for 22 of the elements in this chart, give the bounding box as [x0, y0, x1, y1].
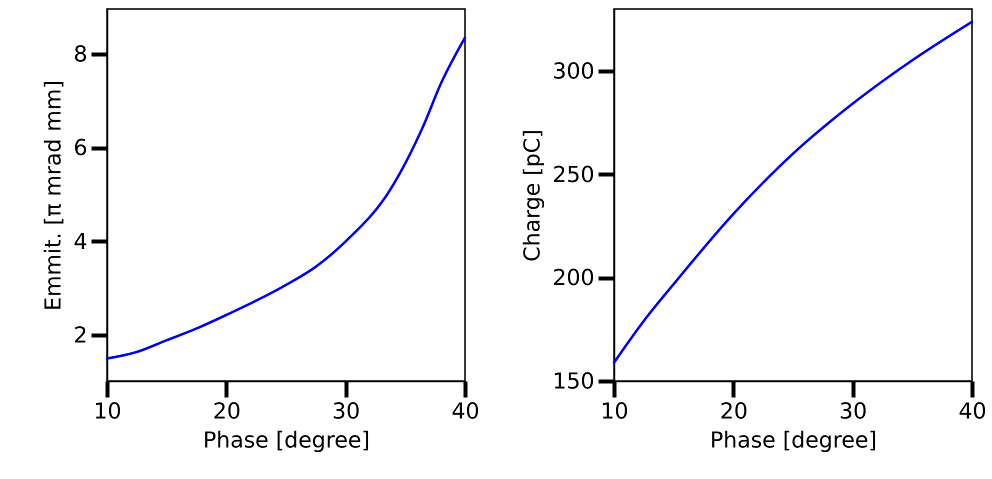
- y-tick-label: 6: [74, 136, 88, 162]
- y-tick-label: 2: [74, 324, 88, 349]
- y-tick-label: 300: [552, 60, 594, 84]
- y-tick-label: 8: [74, 42, 88, 68]
- x-tick-label: 10: [94, 400, 122, 424]
- x-tick-label: 30: [839, 400, 868, 424]
- y-axis-title: Emmit. [π mrad mm]: [42, 80, 67, 311]
- x-axis-title: Phase [degree]: [203, 428, 370, 454]
- y-tick-label: 200: [552, 266, 594, 292]
- x-axis-title: Phase [degree]: [710, 428, 877, 454]
- line-series: [612, 20, 974, 364]
- y-tick-label: 250: [552, 162, 594, 188]
- x-tick-label: 40: [958, 400, 986, 424]
- line-series: [106, 36, 466, 360]
- x-tick-label: 20: [212, 400, 241, 424]
- x-tick-label: 40: [452, 400, 480, 424]
- y-tick-label: 150: [552, 370, 594, 394]
- y-tick-label: 4: [74, 230, 88, 255]
- y-axis-title: Charge [pC]: [520, 129, 546, 262]
- x-tick-label: 30: [332, 400, 360, 424]
- x-tick-label: 20: [720, 400, 748, 424]
- x-tick-label: 10: [600, 400, 628, 424]
